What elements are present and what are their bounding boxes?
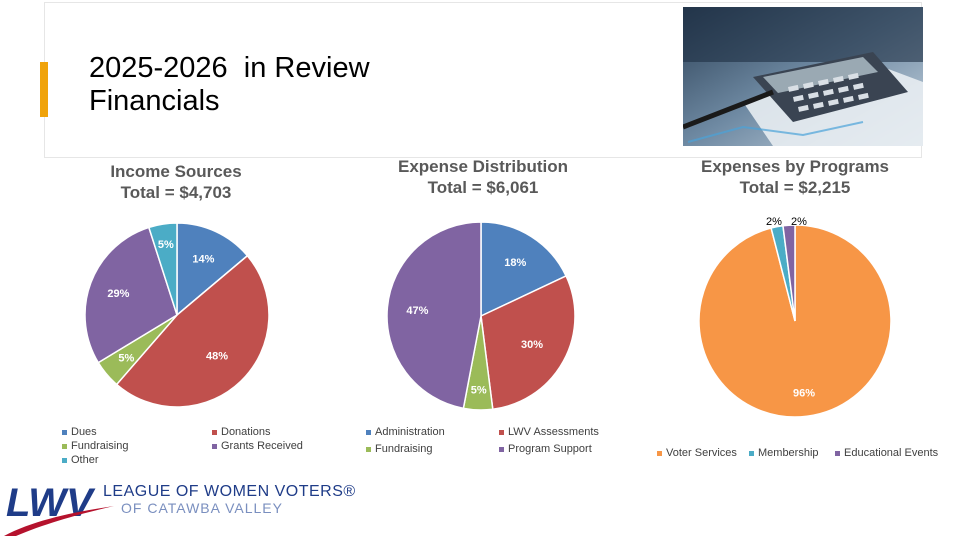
legend-swatch (835, 450, 840, 456)
chart2-title-block: Expense Distribution Total = $6,061 (370, 156, 596, 198)
legend-swatch (499, 429, 504, 435)
lwv-logo-mark: LWV (6, 481, 96, 525)
legend-item-lwv-assessments: LWV Assessments (499, 426, 599, 438)
legend-swatch (62, 429, 67, 435)
legend-item-fundraising: Fundraising (62, 440, 128, 452)
legend-label: Administration (375, 426, 445, 438)
slide-title: 2025-2026 in Review Financials (89, 52, 370, 118)
pie-slice-educational-events (782, 224, 796, 322)
legend-item-grants-received: Grants Received (212, 440, 303, 452)
legend-item-donations: Donations (212, 426, 271, 438)
legend-label: Grants Received (221, 440, 303, 452)
chart3-title-block: Expenses by Programs Total = $2,215 (678, 156, 912, 198)
legend-item-educational-events: Educational Events (835, 447, 938, 459)
legend-item-dues: Dues (62, 426, 97, 438)
legend-swatch (749, 450, 754, 456)
pie-slice-lwv-assessments (480, 274, 576, 411)
legend-swatch (212, 443, 217, 449)
data-label-grants-received: 29% (107, 288, 129, 300)
data-label-administration: 18% (504, 257, 526, 269)
legend-swatch (366, 429, 371, 435)
data-label-lwv-assessments: 30% (521, 339, 543, 351)
chart1-subtitle: Total = $4,703 (120, 183, 232, 202)
chart2-title: Expense Distribution (397, 157, 569, 176)
pie-slice-administration (480, 221, 568, 318)
lwv-logo: LWV (4, 481, 114, 536)
data-label-donations: 48% (206, 351, 228, 363)
legend-label: Educational Events (844, 447, 939, 459)
legend-label: Fundraising (71, 440, 129, 452)
chart1-title: Income Sources (110, 162, 242, 181)
calculator-photo (683, 7, 923, 146)
data-label-educational-events: 2% (791, 216, 807, 228)
data-label-program-support: 47% (406, 305, 428, 317)
legend-swatch (366, 446, 371, 452)
data-label-fundraising: 5% (118, 353, 134, 365)
legend-swatch (62, 457, 67, 463)
legend-item-administration: Administration (366, 426, 445, 438)
legend-label: Donations (221, 426, 271, 438)
legend-label: Fundraising (375, 443, 433, 455)
legend-label: Voter Services (666, 447, 737, 459)
pie-slice-donations (115, 254, 270, 408)
legend-label: Program Support (508, 443, 592, 455)
legend-label: Dues (71, 426, 97, 438)
pie-slice-program-support (386, 221, 482, 410)
legend-swatch (499, 446, 504, 452)
legend-label: Membership (758, 447, 819, 459)
legend-item-program-support: Program Support (499, 443, 592, 455)
pie-slice-other (147, 222, 178, 316)
legend-item-voter-services: Voter Services (657, 447, 737, 459)
logo-line2: OF CATAWBA VALLEY (121, 500, 283, 516)
chart2-subtitle: Total = $6,061 (427, 178, 539, 197)
legend-swatch (62, 443, 67, 449)
slide-title-line1: 2025-2026 in Review (89, 52, 370, 84)
data-label-fundraising: 5% (471, 384, 487, 396)
chart3-subtitle: Total = $2,215 (739, 178, 851, 197)
data-label-dues: 14% (192, 253, 214, 265)
pie-slice-grants-received (84, 226, 178, 364)
data-label-voter-services: 96% (793, 387, 815, 399)
legend-label: Other (71, 454, 99, 466)
legend-swatch (212, 429, 217, 435)
legend-label: LWV Assessments (508, 426, 599, 438)
chart1-title-block: Income Sources Total = $4,703 (60, 161, 292, 203)
legend-item-fundraising: Fundraising (366, 443, 432, 455)
pie-slice-dues (176, 222, 249, 317)
slide-title-line2: Financials (89, 85, 220, 117)
data-label-other: 5% (158, 239, 174, 251)
legend-item-membership: Membership (749, 447, 819, 459)
title-accent-bar (40, 62, 48, 117)
legend-item-other: Other (62, 454, 99, 466)
chart3-title: Expenses by Programs (700, 157, 890, 176)
data-label-membership: 2% (766, 216, 782, 228)
legend-swatch (657, 450, 662, 456)
logo-line1: LEAGUE OF WOMEN VOTERS® (103, 483, 356, 500)
